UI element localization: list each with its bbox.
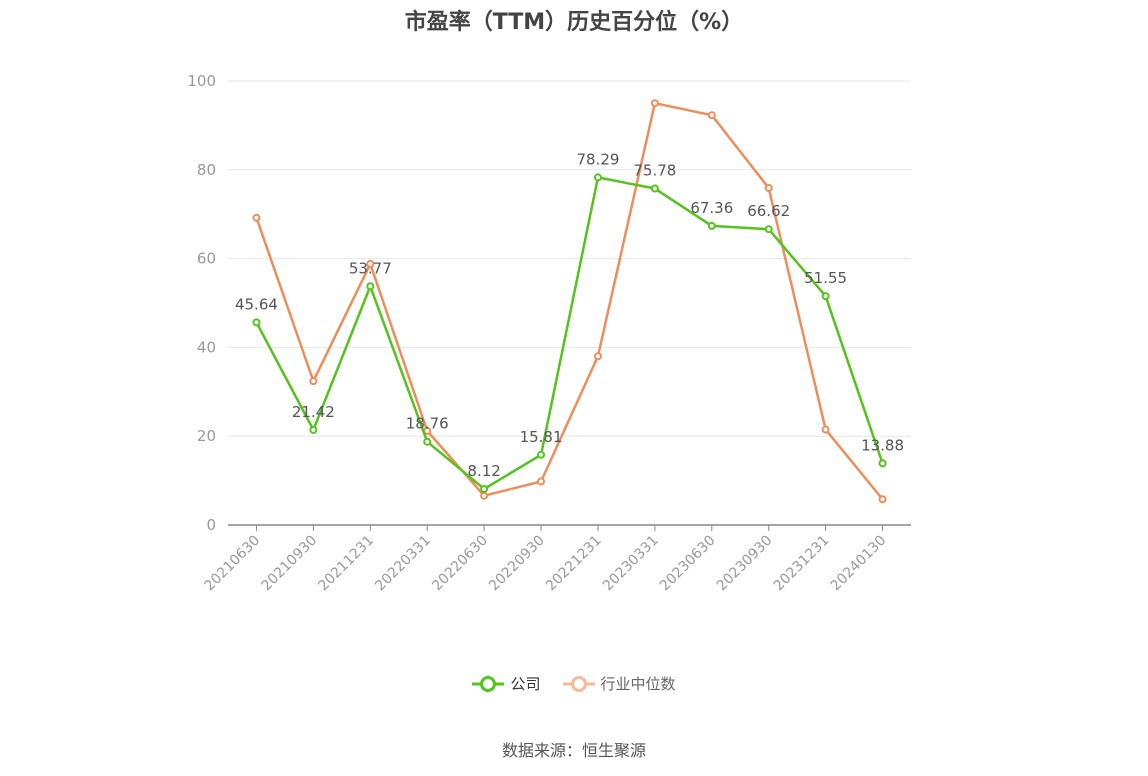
data-point — [252, 213, 261, 222]
legend-line-circle-icon — [472, 675, 505, 692]
data-label: 18.76 — [406, 415, 449, 433]
x-tick-label: 20240130 — [828, 533, 890, 595]
data-point — [707, 111, 716, 120]
y-tick-label: 40 — [197, 338, 216, 356]
data-point — [593, 173, 602, 182]
data-label: 8.12 — [467, 462, 500, 480]
data-label: 53.77 — [349, 259, 392, 277]
data-point — [764, 225, 773, 234]
data-point — [366, 259, 375, 268]
series — [252, 99, 887, 504]
data-label: 45.64 — [235, 295, 278, 313]
line-chart: 0204060801002021063020210930202112312022… — [187, 72, 911, 595]
legend-item-industry[interactable]: 行业中位数 — [562, 673, 676, 694]
x-tick-label: 20231231 — [771, 533, 833, 595]
data-label: 51.55 — [804, 269, 847, 287]
data-point — [423, 437, 432, 446]
data-point — [480, 484, 489, 493]
data-point — [764, 184, 773, 193]
x-tick-label: 20220930 — [486, 533, 548, 595]
data-point — [480, 491, 489, 500]
legend-label-industry: 行业中位数 — [600, 675, 676, 693]
data-label: 13.88 — [861, 436, 904, 454]
data-point — [309, 425, 318, 434]
data-point — [878, 495, 887, 504]
legend-line-circle-icon — [562, 675, 595, 692]
data-point — [821, 425, 830, 434]
data-point — [650, 99, 659, 108]
data-point — [821, 292, 830, 301]
legend-item-company[interactable]: 公司 — [472, 673, 541, 694]
series-line — [255, 101, 884, 501]
x-tick-label: 20230630 — [657, 533, 719, 595]
data-point — [252, 318, 261, 327]
data-point — [593, 352, 602, 361]
data-label: 66.62 — [747, 202, 790, 220]
x-tick-label: 20220331 — [372, 533, 434, 595]
data-point — [537, 450, 546, 459]
y-tick-label: 80 — [197, 161, 216, 179]
data-source: 数据来源：恒生聚源 — [501, 741, 646, 760]
y-tick-label: 0 — [206, 516, 216, 534]
data-point — [878, 459, 887, 468]
chart-title: 市盈率（TTM）历史百分位（%） — [404, 10, 744, 35]
data-point — [366, 282, 375, 291]
x-tick-label: 20210630 — [202, 533, 264, 595]
legend: 公司 行业中位数 — [0, 673, 1148, 694]
x-tick-label: 20210930 — [258, 533, 320, 595]
data-label: 67.36 — [690, 199, 733, 217]
data-label: 15.81 — [520, 428, 563, 446]
legend-label-company: 公司 — [510, 675, 541, 693]
data-label: 78.29 — [576, 150, 619, 168]
data-labels: 45.64 21.42 53.77 18.76 8.12 15.81 78.29 75.78 6… — [235, 150, 904, 480]
x-tick-label: 20230331 — [600, 533, 662, 595]
data-label: 75.78 — [633, 162, 676, 180]
series-line — [255, 176, 884, 491]
x-tick-label: 20211231 — [315, 533, 377, 595]
data-label: 21.42 — [292, 403, 335, 421]
x-tick-label: 20221231 — [543, 533, 605, 595]
data-point — [650, 184, 659, 193]
data-point — [537, 477, 546, 486]
y-tick-label: 100 — [187, 72, 216, 90]
x-tick-label: 20220630 — [429, 533, 491, 595]
y-tick-label: 60 — [197, 250, 216, 268]
data-point — [309, 377, 318, 386]
gridlines — [228, 80, 911, 437]
x-tick-label: 20230930 — [714, 533, 776, 595]
y-tick-label: 20 — [197, 427, 216, 445]
data-point — [707, 221, 716, 230]
